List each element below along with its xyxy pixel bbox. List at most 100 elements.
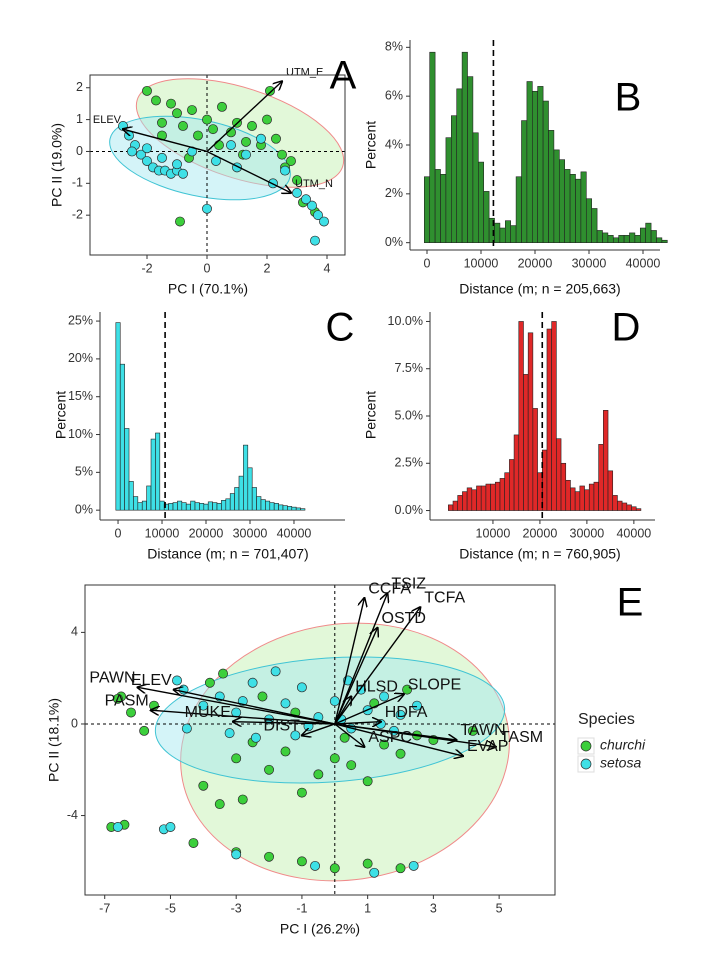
loading-label: TCFA xyxy=(424,589,465,606)
loading-label: HLSD xyxy=(355,679,398,696)
x-tick-label: 30000 xyxy=(233,526,268,540)
bar xyxy=(603,410,609,511)
bar xyxy=(472,132,479,243)
point xyxy=(296,856,307,867)
point xyxy=(214,799,225,810)
point xyxy=(175,216,185,227)
bar xyxy=(124,428,130,511)
bar xyxy=(137,502,143,511)
bar xyxy=(133,496,139,511)
y-tick-label: 5.0% xyxy=(395,408,424,422)
loading-label: TSIZ xyxy=(391,576,426,593)
loading-arrow xyxy=(206,81,282,152)
point xyxy=(172,108,182,119)
y-tick-label: 7.5% xyxy=(395,361,424,375)
bar xyxy=(128,481,134,511)
loading-label: ELEV xyxy=(93,114,122,126)
point xyxy=(231,753,242,764)
y-tick-label: 0 xyxy=(71,716,78,730)
point xyxy=(329,696,340,707)
y-tick-label: 2 xyxy=(76,80,83,94)
x-tick-label: 3 xyxy=(430,901,437,915)
loading-arrow xyxy=(302,723,336,735)
bar xyxy=(523,374,529,511)
bar xyxy=(629,232,636,243)
point xyxy=(346,760,357,771)
bar xyxy=(515,176,522,243)
point xyxy=(136,149,146,160)
x-tick-label: 40000 xyxy=(616,526,651,540)
x-axis-title: Distance (m; n = 701,407) xyxy=(147,546,308,562)
panel-letter: B xyxy=(615,76,642,120)
x-tick-label: 40000 xyxy=(277,526,312,540)
point xyxy=(362,858,373,869)
point xyxy=(214,140,224,151)
bar xyxy=(155,432,161,511)
bar xyxy=(553,149,560,243)
bar xyxy=(480,485,487,511)
loading-label: PAWN xyxy=(89,670,135,687)
bar xyxy=(203,503,209,511)
bar xyxy=(505,220,512,243)
point xyxy=(198,700,209,711)
bar xyxy=(456,88,463,243)
point xyxy=(319,216,329,227)
bar xyxy=(159,500,165,511)
point xyxy=(313,769,324,780)
bar xyxy=(558,159,565,243)
point xyxy=(362,776,373,787)
point xyxy=(280,698,291,709)
bar xyxy=(656,237,663,243)
legend-swatch xyxy=(580,758,592,770)
bar xyxy=(607,470,614,511)
point xyxy=(301,194,311,205)
point xyxy=(329,753,340,764)
bar xyxy=(265,500,271,511)
x-tick-label: 0 xyxy=(424,256,431,270)
y-tick-label: 25% xyxy=(68,313,93,327)
point xyxy=(256,133,266,144)
x-axis-title: PC I (70.1%) xyxy=(168,281,248,297)
point xyxy=(224,728,235,739)
bar xyxy=(621,502,628,511)
bar xyxy=(448,504,454,511)
y-tick-label: 15% xyxy=(68,389,93,403)
bar xyxy=(526,81,533,243)
point xyxy=(250,732,261,743)
bar xyxy=(146,485,152,511)
loading-label: SLOPE xyxy=(408,676,461,693)
loading-arrow xyxy=(334,723,365,747)
loading-label: TASM xyxy=(500,729,543,746)
bar xyxy=(607,235,614,243)
point xyxy=(296,787,307,798)
bar xyxy=(618,235,625,243)
confidence-ellipse xyxy=(180,622,510,882)
bar xyxy=(542,100,549,243)
point xyxy=(237,794,248,805)
y-tick-label: 4 xyxy=(71,625,78,639)
bar xyxy=(564,169,571,243)
bar xyxy=(260,499,266,511)
bar xyxy=(591,208,598,243)
y-tick-label: -2 xyxy=(72,207,83,221)
bar xyxy=(532,408,538,511)
point xyxy=(262,114,272,125)
bar xyxy=(661,239,668,243)
x-tick-label: -5 xyxy=(165,901,176,915)
point xyxy=(142,85,152,96)
point xyxy=(112,822,123,832)
bar xyxy=(467,76,474,243)
bar xyxy=(569,174,576,243)
x-tick-label: 2 xyxy=(264,261,271,275)
x-tick-label: -2 xyxy=(141,261,152,275)
loading-label: PASM xyxy=(105,692,149,709)
bar xyxy=(295,507,301,511)
bar xyxy=(234,487,240,511)
point xyxy=(202,114,212,125)
bar xyxy=(247,467,253,511)
point xyxy=(187,105,197,115)
loading-arrow xyxy=(334,722,381,724)
bar xyxy=(598,444,604,511)
bar xyxy=(194,502,200,511)
